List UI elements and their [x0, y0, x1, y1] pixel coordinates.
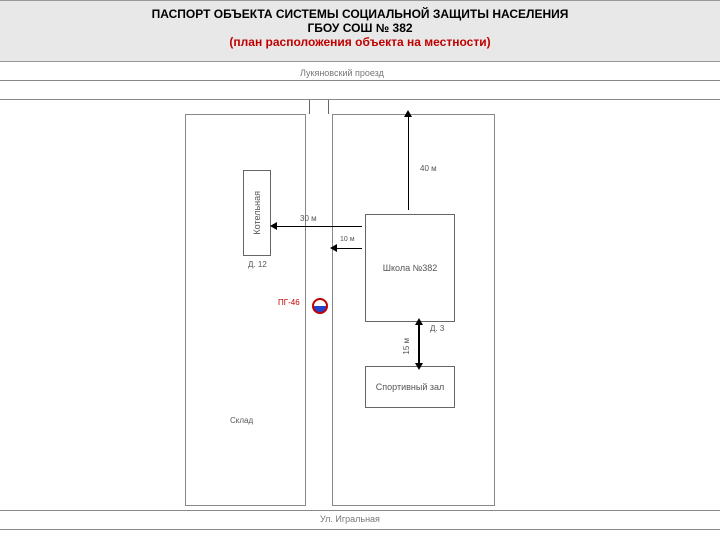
- arrow-40m-head: [404, 110, 412, 117]
- header-line-3: (план расположения объекта на местности): [0, 35, 720, 49]
- site-plan-canvas: Лукяновский проезд Ул. Игральная Котельн…: [0, 66, 720, 540]
- arrow-10m-line: [336, 248, 362, 249]
- hydrant-label: ПГ-46: [278, 298, 300, 307]
- arrow-30m-head: [270, 222, 277, 230]
- distance-10m: 10 м: [340, 236, 355, 243]
- arrow-15m-line: [418, 324, 420, 364]
- road-bottom-label: Ул. Игральная: [320, 514, 380, 524]
- arrow-30m-line: [276, 226, 362, 227]
- kotelnaya-label: Котельная: [252, 191, 262, 235]
- header-line-2: ГБОУ СОШ № 382: [0, 21, 720, 35]
- building-school: Школа №382: [365, 214, 455, 322]
- building-gym: Спортивный зал: [365, 366, 455, 408]
- hydrant-icon: [312, 298, 328, 314]
- arrow-15m-head-up: [415, 318, 423, 325]
- gym-label: Спортивный зал: [376, 382, 444, 392]
- arrow-40m-line: [408, 116, 409, 210]
- arrow-10m-head: [330, 244, 337, 252]
- school-address: Д. 3: [430, 324, 444, 333]
- header-line-1: ПАСПОРТ ОБЪЕКТА СИСТЕМЫ СОЦИАЛЬНОЙ ЗАЩИТ…: [0, 7, 720, 21]
- school-label: Школа №382: [383, 263, 438, 273]
- gate-opening: [309, 100, 329, 114]
- building-kotelnaya: Котельная: [243, 170, 271, 256]
- distance-30m: 30 м: [300, 214, 317, 223]
- road-top-label: Лукяновский проезд: [300, 68, 384, 78]
- road-top: [0, 80, 720, 100]
- distance-15m: 15 м: [402, 338, 411, 355]
- arrow-15m-head-down: [415, 363, 423, 370]
- header: ПАСПОРТ ОБЪЕКТА СИСТЕМЫ СОЦИАЛЬНОЙ ЗАЩИТ…: [0, 0, 720, 62]
- kotelnaya-address: Д. 12: [248, 260, 267, 269]
- sklad-label: Склад: [230, 416, 253, 425]
- distance-40m: 40 м: [420, 164, 437, 173]
